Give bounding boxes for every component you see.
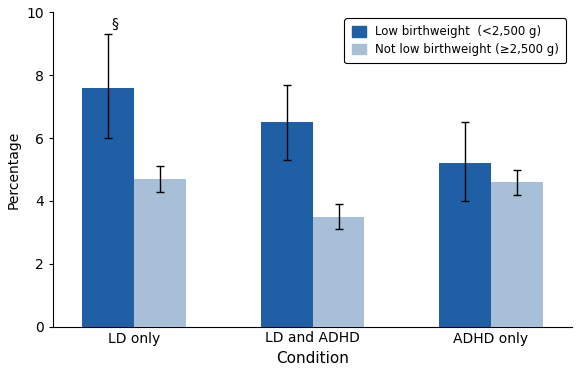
Bar: [439, 163, 491, 327]
Bar: [491, 182, 543, 327]
X-axis label: Condition: Condition: [276, 351, 349, 366]
Text: §: §: [112, 17, 119, 31]
Legend: Low birthweight  (<2,500 g), Not low birthweight (≥2,500 g): Low birthweight (<2,500 g), Not low birt…: [345, 18, 566, 63]
Bar: [261, 122, 313, 327]
Y-axis label: Percentage: Percentage: [7, 131, 21, 209]
Bar: [134, 179, 186, 327]
Bar: [82, 88, 134, 327]
Bar: [313, 217, 365, 327]
